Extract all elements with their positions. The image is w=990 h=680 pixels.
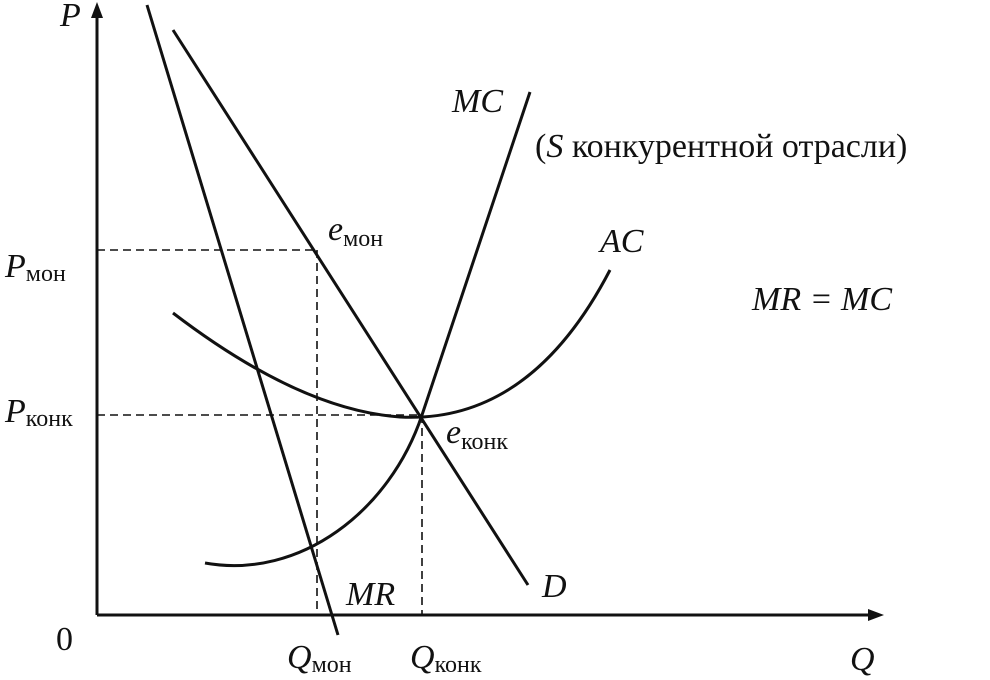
curve-label: D <box>541 568 567 605</box>
equilibrium-label: eконк <box>446 414 508 455</box>
y-axis-label: P <box>59 0 81 34</box>
condition: MR = MC <box>751 281 892 318</box>
axes <box>91 2 884 621</box>
quantity-label: Qмон <box>287 639 352 678</box>
competitive-guides <box>97 414 423 615</box>
price-label: Pконк <box>4 393 73 432</box>
price-label: Pмон <box>4 248 66 287</box>
mr-curve <box>145 4 340 636</box>
x-arrow <box>868 609 884 621</box>
x-axis-label: Q <box>850 641 875 678</box>
quantity-label: Qконк <box>410 639 482 678</box>
curve-label: MC <box>451 83 503 120</box>
mc-curve <box>204 91 532 568</box>
y-arrow <box>91 2 103 18</box>
supply-note: (S конкурентной отрасли) <box>535 128 907 165</box>
equilibrium-label: eмон <box>328 211 383 252</box>
monopoly-guides <box>97 249 318 615</box>
demand-curve <box>171 29 530 586</box>
ac-curve <box>172 269 612 419</box>
curve-label: AC <box>598 223 644 260</box>
origin-label: 0 <box>56 621 73 658</box>
curve-label: MR <box>345 576 395 613</box>
